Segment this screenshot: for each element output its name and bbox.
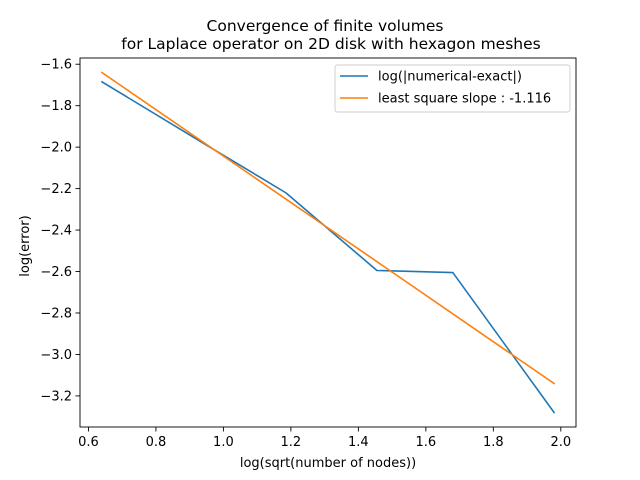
legend-box [334, 64, 571, 113]
x-tick-label: 1.2 [281, 435, 302, 450]
y-tick-label: −3.0 [40, 348, 72, 363]
y-tick-label: −3.2 [40, 389, 72, 404]
x-tick-label: 1.4 [348, 435, 369, 450]
chart-title-line-1: Convergence of finite volumes [207, 17, 444, 35]
x-tick-label: 1.6 [416, 435, 437, 450]
axes-frame [79, 57, 577, 428]
y-tick-label: −2.4 [40, 224, 72, 239]
axes: 0.6 0.8 1.0 1.2 1.4 1.6 1.8 2.0 −1.6 −1.8 −2.0 −2.2… [40, 57, 577, 450]
x-tick-label: 1.0 [213, 435, 234, 450]
series-line-0 [100, 80, 556, 414]
x-tick-label: 0.8 [146, 435, 167, 450]
legend-label-0: log(|numerical-exact|) [378, 70, 522, 85]
chart-title: Convergence of finite volumes for Laplac… [121, 17, 540, 53]
x-tick-label: 1.8 [483, 435, 504, 450]
y-tick-label: −2.2 [40, 182, 72, 197]
y-tick-label: −1.6 [40, 58, 72, 73]
x-tick-label: 0.6 [78, 435, 99, 450]
chart-title-line-2: for Laplace operator on 2D disk with hex… [121, 35, 540, 53]
x-tick-label: 2.0 [550, 435, 571, 450]
y-axis-label: log(error) [18, 215, 33, 276]
y-tick-label: −2.8 [40, 306, 72, 321]
plot-area [100, 71, 556, 414]
x-axis-label: log(sqrt(number of nodes)) [240, 456, 416, 471]
y-tick-label: −2.6 [40, 265, 72, 280]
series-line-1 [100, 71, 556, 385]
legend-label-1: least square slope : -1.116 [378, 92, 551, 107]
y-tick-label: −2.0 [40, 141, 72, 156]
y-tick-label: −1.8 [40, 99, 72, 114]
legend: log(|numerical-exact|) least square slope… [334, 64, 571, 113]
